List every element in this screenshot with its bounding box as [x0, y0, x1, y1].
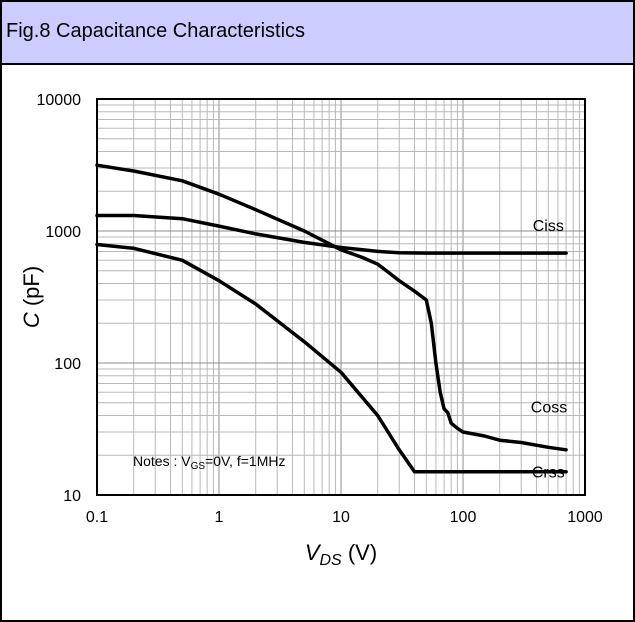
x-axis-label-unit: (V) — [342, 540, 377, 565]
chart-notes: Notes : VGS=0V, f=1MHz — [133, 453, 285, 472]
y-tick-label: 10000 — [37, 92, 82, 109]
plot-area — [96, 98, 586, 496]
series-line-ciss — [95, 213, 568, 255]
x-tick-label: 10 — [332, 509, 350, 526]
x-tick-label: 100 — [450, 509, 477, 526]
x-axis-label-main: V — [305, 540, 322, 565]
x-tick-label: 0.1 — [86, 509, 108, 526]
x-tick-label: 1000 — [567, 509, 603, 526]
tick-labels: 0.1 1 10 100 1000 10 100 1000 10000 — [37, 92, 603, 526]
series-label-coss: Coss — [531, 400, 567, 417]
y-axis-label-main: C — [19, 312, 44, 328]
x-axis-label-sub: DS — [320, 552, 343, 569]
series-label-crss: Crss — [532, 464, 565, 481]
chart-title: Fig.8 Capacitance Characteristics — [6, 20, 306, 42]
y-axis-label-unit: (pF) — [19, 266, 44, 312]
x-axis-label: VDS (V) — [305, 540, 377, 569]
y-tick-label: 100 — [54, 356, 81, 373]
y-axis-label: C (pF) — [19, 266, 44, 328]
figure-header: Fig.8 Capacitance Characteristics — [2, 2, 633, 65]
series-line-crss — [95, 242, 568, 474]
y-tick-label: 1000 — [45, 224, 81, 241]
notes-sub: GS — [191, 461, 206, 472]
y-tick-label: 10 — [63, 488, 81, 505]
series-lines — [95, 163, 568, 474]
notes-suffix: =0V, f=1MHz — [205, 453, 285, 469]
series-labels: Ciss Coss Crss — [531, 218, 567, 481]
series-line-coss — [95, 163, 568, 452]
grid — [96, 99, 585, 496]
x-tick-label: 1 — [215, 509, 224, 526]
notes-prefix: Notes : V — [133, 453, 191, 469]
series-label-ciss: Ciss — [533, 218, 564, 235]
